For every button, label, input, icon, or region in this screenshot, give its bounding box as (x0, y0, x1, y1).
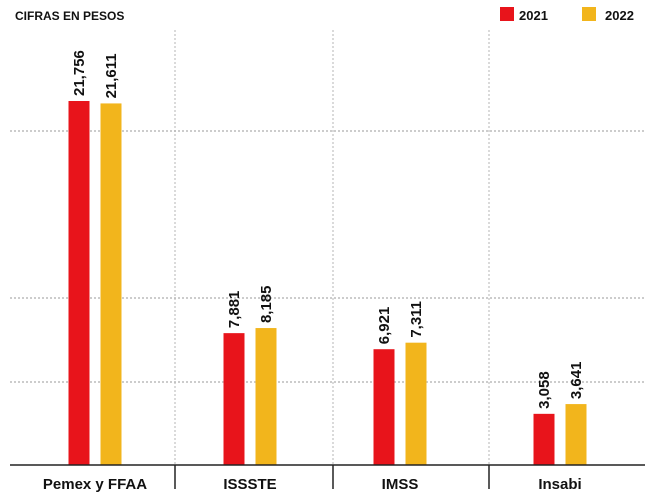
chart-subtitle: CIFRAS EN PESOS (15, 9, 124, 23)
value-label-pemex-y-ffaa-2021: 21,756 (71, 50, 88, 96)
bar-insabi-2021 (533, 413, 555, 465)
value-label-imss-2022: 7,311 (408, 301, 425, 338)
bar-imss-2022 (405, 342, 427, 465)
bar-issste-2021 (223, 333, 245, 465)
category-label-insabi: Insabi (538, 476, 581, 493)
legend-label-2022: 2022 (605, 8, 634, 23)
value-label-issste-2021: 7,881 (226, 291, 243, 329)
bars (68, 101, 587, 465)
bar-insabi-2022 (565, 404, 587, 465)
category-label-pemex-y-ffaa: Pemex y FFAA (43, 476, 147, 493)
category-separators (174, 30, 490, 465)
value-label-pemex-y-ffaa-2022: 21,611 (103, 53, 120, 98)
x-axis-ticks (174, 465, 490, 489)
bar-imss-2021 (373, 349, 395, 465)
legend: 2021 2022 (500, 7, 634, 23)
legend-swatch-2021 (500, 7, 514, 21)
legend-label-2021: 2021 (519, 8, 548, 23)
bar-pemex-y-ffaa-2021 (68, 101, 90, 465)
value-labels: 21,756 21,611 7,881 8,185 6,921 7,311 3,058 3,6… (71, 50, 585, 409)
category-label-issste: ISSSTE (223, 476, 276, 493)
value-label-imss-2021: 6,921 (376, 307, 393, 345)
bar-issste-2022 (255, 328, 277, 465)
value-label-issste-2022: 8,185 (258, 286, 275, 324)
value-label-insabi-2021: 3,058 (536, 371, 553, 409)
value-label-insabi-2022: 3,641 (568, 362, 585, 400)
category-label-imss: IMSS (382, 476, 419, 493)
bar-pemex-y-ffaa-2022 (100, 103, 122, 465)
legend-swatch-2022 (582, 7, 596, 21)
category-labels: Pemex y FFAA ISSSTE IMSS Insabi (43, 476, 582, 493)
